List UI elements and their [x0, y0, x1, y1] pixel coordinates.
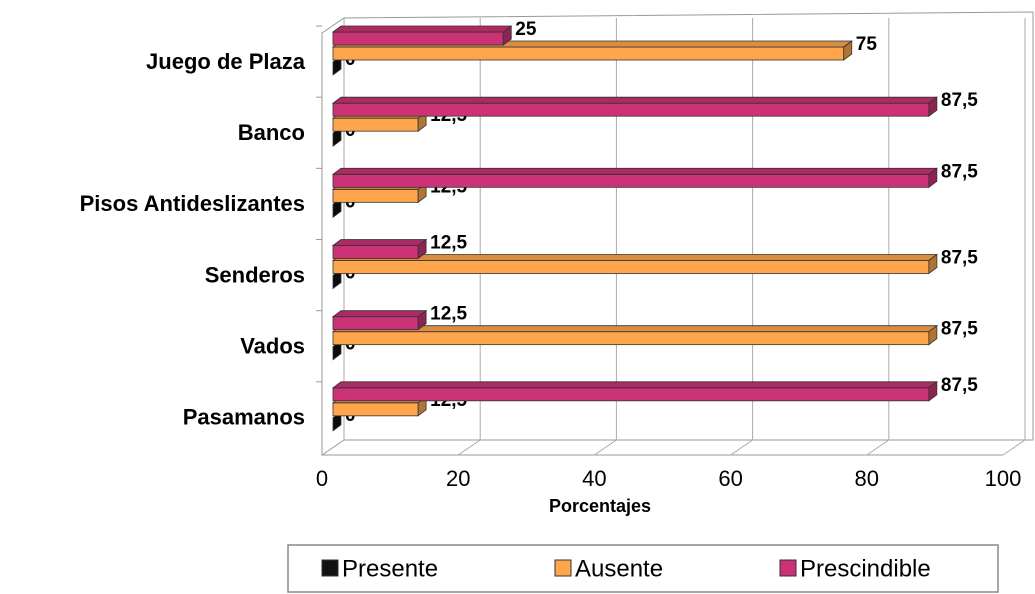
bar-top: [331, 310, 428, 318]
bar: [332, 102, 930, 117]
x-tick-label: 0: [316, 466, 328, 491]
bar: [332, 245, 419, 259]
bar-top: [331, 239, 428, 246]
bar: [332, 331, 930, 346]
value-label: 87,5: [941, 319, 978, 340]
x-tick-label: 40: [582, 466, 606, 491]
bar: [332, 173, 930, 188]
value-label: 87,5: [941, 90, 978, 111]
bar: [332, 31, 504, 46]
bar: [332, 117, 419, 132]
value-label: 12,5: [430, 304, 467, 325]
bar-side: [928, 167, 938, 189]
bar-top: [331, 25, 513, 33]
legend-label: Presente: [342, 555, 438, 582]
bar-side: [502, 25, 512, 46]
value-label: 87,5: [941, 248, 978, 269]
bar-top: [331, 167, 939, 175]
legend-label: Prescindible: [800, 555, 931, 582]
floor-grid-line: [866, 439, 890, 456]
bar-side: [928, 253, 938, 275]
y-tick-label: Senderos: [205, 262, 305, 287]
bar: [332, 316, 419, 331]
x-tick-label: 100: [985, 466, 1022, 491]
floor-grid-line: [1002, 439, 1026, 456]
bar: [332, 46, 845, 61]
bar-side: [928, 96, 938, 117]
bar-top: [331, 325, 939, 333]
floor-grid-line: [457, 439, 481, 456]
y-tick-label: Juego de Plaza: [146, 49, 306, 74]
bar-top: [331, 96, 939, 104]
value-label: 12,5: [430, 233, 467, 254]
bar: [332, 188, 419, 203]
x-tick-label: 80: [855, 466, 879, 491]
legend-label: Ausente: [575, 555, 663, 582]
x-axis-label: Porcentajes: [549, 496, 651, 516]
value-label: 87,5: [941, 161, 978, 182]
bar: [332, 402, 419, 417]
legend-swatch: [554, 559, 572, 577]
value-label: 87,5: [941, 375, 978, 396]
legend-swatch: [779, 559, 797, 577]
bar-side: [928, 381, 938, 402]
bar-side: [843, 40, 853, 61]
bar-side: [417, 309, 427, 331]
bar: [332, 260, 930, 274]
y-tick-label: Banco: [238, 120, 305, 145]
bar-side: [417, 238, 427, 260]
legend-swatch: [321, 559, 339, 577]
bar-top: [331, 381, 939, 389]
y-tick-label: Vados: [240, 333, 305, 358]
legend-box: [287, 544, 999, 593]
bar-top: [331, 254, 939, 261]
floor-grid-line: [321, 439, 345, 456]
bar-side: [928, 324, 938, 346]
back-wall: [343, 11, 1034, 441]
value-label: 75: [856, 34, 878, 55]
bar: [332, 387, 930, 402]
x-tick-label: 20: [446, 466, 470, 491]
floor-grid-line: [594, 439, 617, 456]
x-tick-label: 60: [718, 466, 742, 491]
value-label: 25: [515, 19, 537, 40]
y-tick-label: Pisos Antideslizantes: [80, 191, 305, 216]
y-tick-label: Pasamanos: [183, 405, 305, 430]
floor-grid-line: [730, 439, 753, 456]
